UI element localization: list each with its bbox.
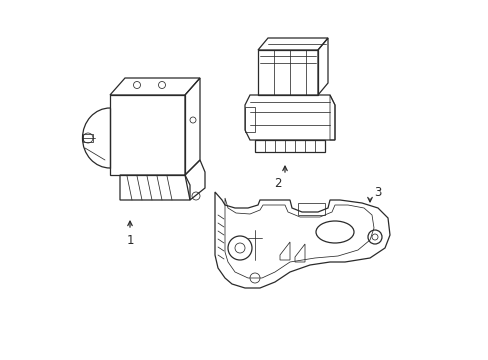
Text: 3: 3 [373, 185, 381, 198]
Text: 2: 2 [274, 176, 281, 189]
Text: 1: 1 [126, 234, 134, 247]
